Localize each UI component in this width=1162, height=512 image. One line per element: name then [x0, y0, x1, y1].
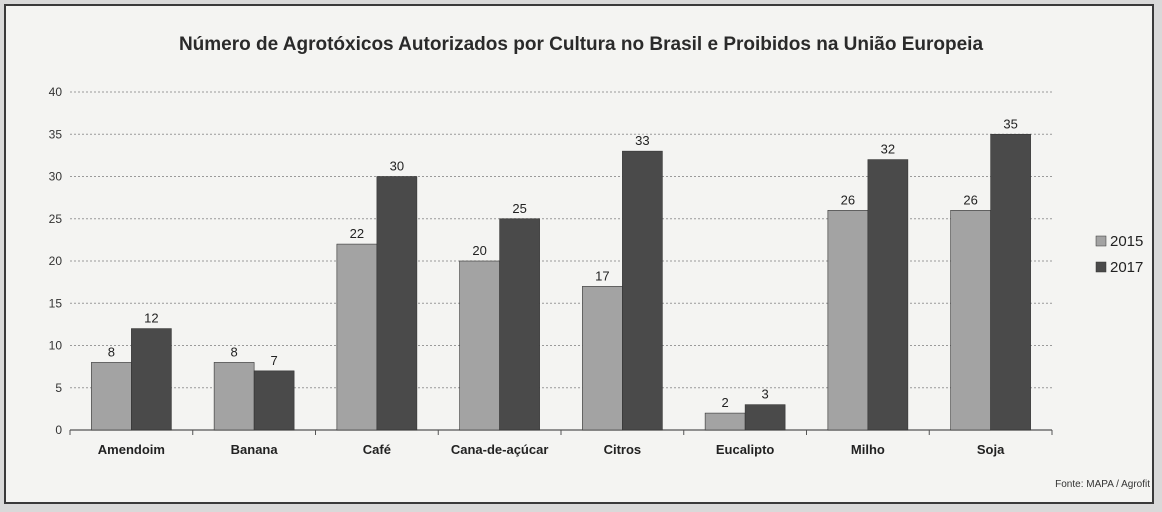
x-tick-label: Soja: [977, 442, 1005, 457]
y-tick-label: 25: [49, 212, 63, 226]
x-tick-label: Café: [363, 442, 391, 457]
y-tick-label: 30: [49, 170, 63, 184]
data-label: 2: [722, 395, 729, 410]
bar-2017: [253, 370, 295, 431]
bar-2015: [582, 286, 623, 431]
chart-title: Número de Agrotóxicos Autorizados por Cu…: [178, 34, 984, 55]
x-tick-label: Cana-de-açúcar: [451, 442, 549, 457]
legend-label: 2015: [1110, 233, 1143, 250]
legend-swatch-2017: [1095, 261, 1107, 273]
x-tick-label: Amendoim: [98, 442, 165, 457]
bar-2017: [990, 133, 1031, 431]
data-label: 8: [108, 344, 115, 359]
data-label: 33: [635, 133, 649, 148]
data-label: 8: [231, 344, 238, 359]
data-label: 22: [350, 226, 364, 241]
data-label: 30: [390, 159, 404, 174]
source-note: Fonte: MAPA / Agrofit: [1055, 479, 1150, 490]
bar-2017: [622, 150, 663, 431]
y-tick-label: 10: [49, 339, 63, 353]
x-tick-label: Citros: [604, 442, 642, 457]
data-label: 20: [472, 243, 486, 258]
x-tick-label: Milho: [851, 442, 885, 457]
bar-2017: [499, 218, 540, 431]
data-label: 26: [963, 192, 977, 207]
y-tick-label: 35: [49, 127, 63, 141]
bar-2017: [867, 159, 909, 431]
bar-2017: [744, 404, 786, 431]
bar-2015: [213, 362, 255, 431]
data-label: 7: [271, 353, 278, 368]
data-label: 35: [1003, 116, 1017, 131]
legend-label: 2017: [1110, 259, 1143, 276]
y-tick-label: 0: [55, 423, 62, 437]
data-label: 26: [841, 192, 855, 207]
bar-2015: [704, 412, 746, 431]
y-tick-label: 15: [49, 296, 63, 310]
data-label: 25: [512, 201, 526, 216]
data-label: 12: [144, 311, 158, 326]
bar-2015: [336, 243, 378, 431]
x-tick-label: Eucalipto: [716, 442, 775, 457]
bar-2017: [131, 328, 172, 431]
data-label: 32: [881, 142, 895, 157]
bar-2015: [950, 210, 991, 431]
bar-2015: [459, 260, 500, 431]
data-label: 3: [762, 387, 769, 402]
legend-swatch-2015: [1095, 235, 1107, 247]
y-tick-label: 5: [55, 381, 62, 395]
bar-2015: [827, 210, 869, 431]
bar-2017: [376, 176, 418, 431]
bar-2015: [91, 362, 132, 431]
data-label: 17: [595, 268, 609, 283]
y-tick-label: 20: [49, 254, 63, 268]
y-tick-label: 40: [49, 85, 63, 99]
x-tick-label: Banana: [231, 442, 279, 457]
